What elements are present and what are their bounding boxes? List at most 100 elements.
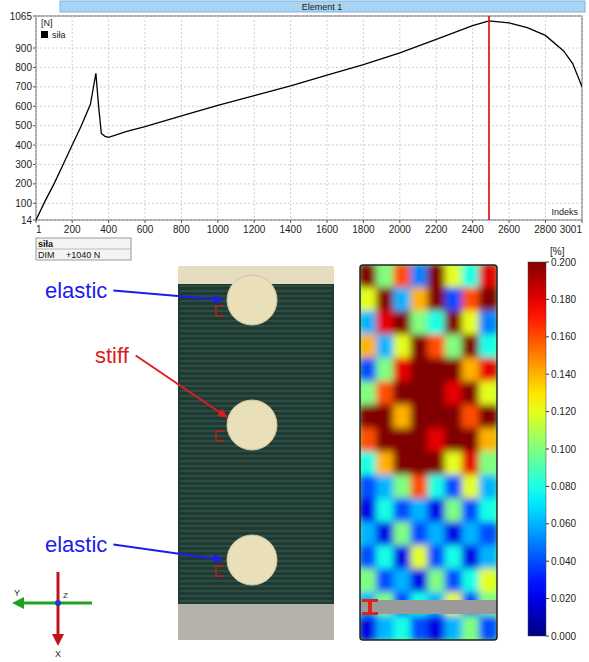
strain-cell: [479, 545, 497, 570]
strain-cell: [428, 498, 447, 523]
arrow-head: [214, 295, 224, 304]
grid-line: [36, 183, 582, 184]
strain-cell: [360, 381, 378, 406]
strain-cell: [462, 381, 481, 406]
colorbar-tick: [546, 523, 549, 524]
grid-line: [582, 16, 583, 220]
x-tick-label: 2800: [534, 224, 557, 235]
title-bar: [60, 1, 585, 12]
strain-cell: [462, 569, 481, 594]
strain-cell: [428, 428, 447, 453]
fiber-stripe: [180, 396, 332, 397]
strain-cell: [445, 311, 464, 336]
label-arrow: [136, 356, 222, 414]
strain-cell: [462, 334, 481, 359]
strain-cell: [376, 334, 395, 359]
strain-cell: [376, 569, 395, 594]
tick: [33, 203, 36, 204]
strain-cell: [393, 311, 412, 336]
force-line: [36, 21, 582, 220]
strain-cell: [445, 452, 464, 477]
strain-cell: [462, 498, 481, 523]
colorbar-tick-label: 0.180: [551, 294, 576, 305]
strain-cell: [393, 452, 412, 477]
strain-cell: [410, 616, 429, 640]
strain-cells: [360, 265, 497, 640]
strain-cell: [428, 475, 447, 500]
strain-cell: [445, 381, 464, 406]
grid-line: [36, 48, 582, 49]
fiber-stripe: [180, 361, 332, 362]
strain-cell: [376, 405, 395, 430]
grid-line: [217, 16, 218, 220]
specimen: [178, 266, 334, 640]
grid-line: [509, 16, 510, 220]
grid-line: [36, 220, 582, 221]
colorbar-tick: [546, 336, 549, 337]
strain-cell: [376, 522, 395, 547]
grid-line: [36, 164, 582, 165]
colorbar-tick-label: 0.020: [551, 593, 576, 604]
tick: [217, 220, 218, 223]
y-tick-label: 300: [15, 159, 32, 170]
strain-cell: [376, 616, 395, 640]
colorbar: [528, 262, 546, 636]
fiber-stripe: [180, 386, 332, 387]
colorbar-tick-label: 0.060: [551, 518, 576, 529]
grid-line: [36, 67, 582, 68]
grid-line: [36, 16, 582, 17]
strain-cell: [376, 265, 395, 289]
fiber-stripe: [180, 456, 332, 457]
strain-cell: [393, 616, 412, 640]
fiber-stripe: [180, 466, 332, 467]
strain-cell: [410, 452, 429, 477]
fiber-stripe: [180, 336, 332, 337]
strain-cell: [410, 381, 429, 406]
strain-cell: [360, 265, 378, 289]
y-axis-label: [N]: [41, 18, 53, 28]
z-axis-dot: [55, 600, 61, 606]
tick: [436, 220, 437, 223]
colorbar-tick: [546, 262, 549, 263]
strain-cell: [410, 287, 429, 312]
strain-cell: [410, 311, 429, 336]
fiber-stripe: [180, 496, 332, 497]
strain-cell: [393, 545, 412, 570]
y-tick-label: 400: [15, 140, 32, 151]
tick: [509, 220, 510, 223]
grid-line: [290, 16, 291, 220]
strain-cell: [428, 569, 447, 594]
strain-cell: [445, 475, 464, 500]
x-tick-label: 1600: [316, 224, 339, 235]
strain-cell: [410, 428, 429, 453]
strain-cell: [445, 498, 464, 523]
fiber-stripe: [180, 511, 332, 512]
fiber-stripe: [180, 591, 332, 592]
y-tick-label: 900: [15, 43, 32, 54]
x-tick-label: 400: [100, 224, 117, 235]
fiber-stripe: [180, 371, 332, 372]
region-label: elastic: [45, 278, 107, 303]
fiber-stripe: [180, 391, 332, 392]
colorbar-tick-label: 0.040: [551, 556, 576, 567]
colorbar-tick: [546, 449, 549, 450]
fiber-stripe: [180, 366, 332, 367]
strain-cell: [479, 334, 497, 359]
tick: [33, 86, 36, 87]
x-tick-label: 2600: [498, 224, 521, 235]
strain-cell: [360, 358, 378, 383]
tick: [545, 220, 546, 223]
strain-cell: [479, 287, 497, 312]
strain-cell: [393, 405, 412, 430]
fiber-stripe: [180, 491, 332, 492]
fiber-stripe: [180, 346, 332, 347]
strain-cell: [360, 498, 378, 523]
strain-cell: [462, 452, 481, 477]
strain-cell: [479, 522, 497, 547]
strain-cell: [410, 358, 429, 383]
strain-cell: [462, 358, 481, 383]
x-tick-label: 1200: [243, 224, 266, 235]
grid-line: [36, 16, 37, 220]
strain-cell: [393, 428, 412, 453]
strain-cell: [376, 311, 395, 336]
